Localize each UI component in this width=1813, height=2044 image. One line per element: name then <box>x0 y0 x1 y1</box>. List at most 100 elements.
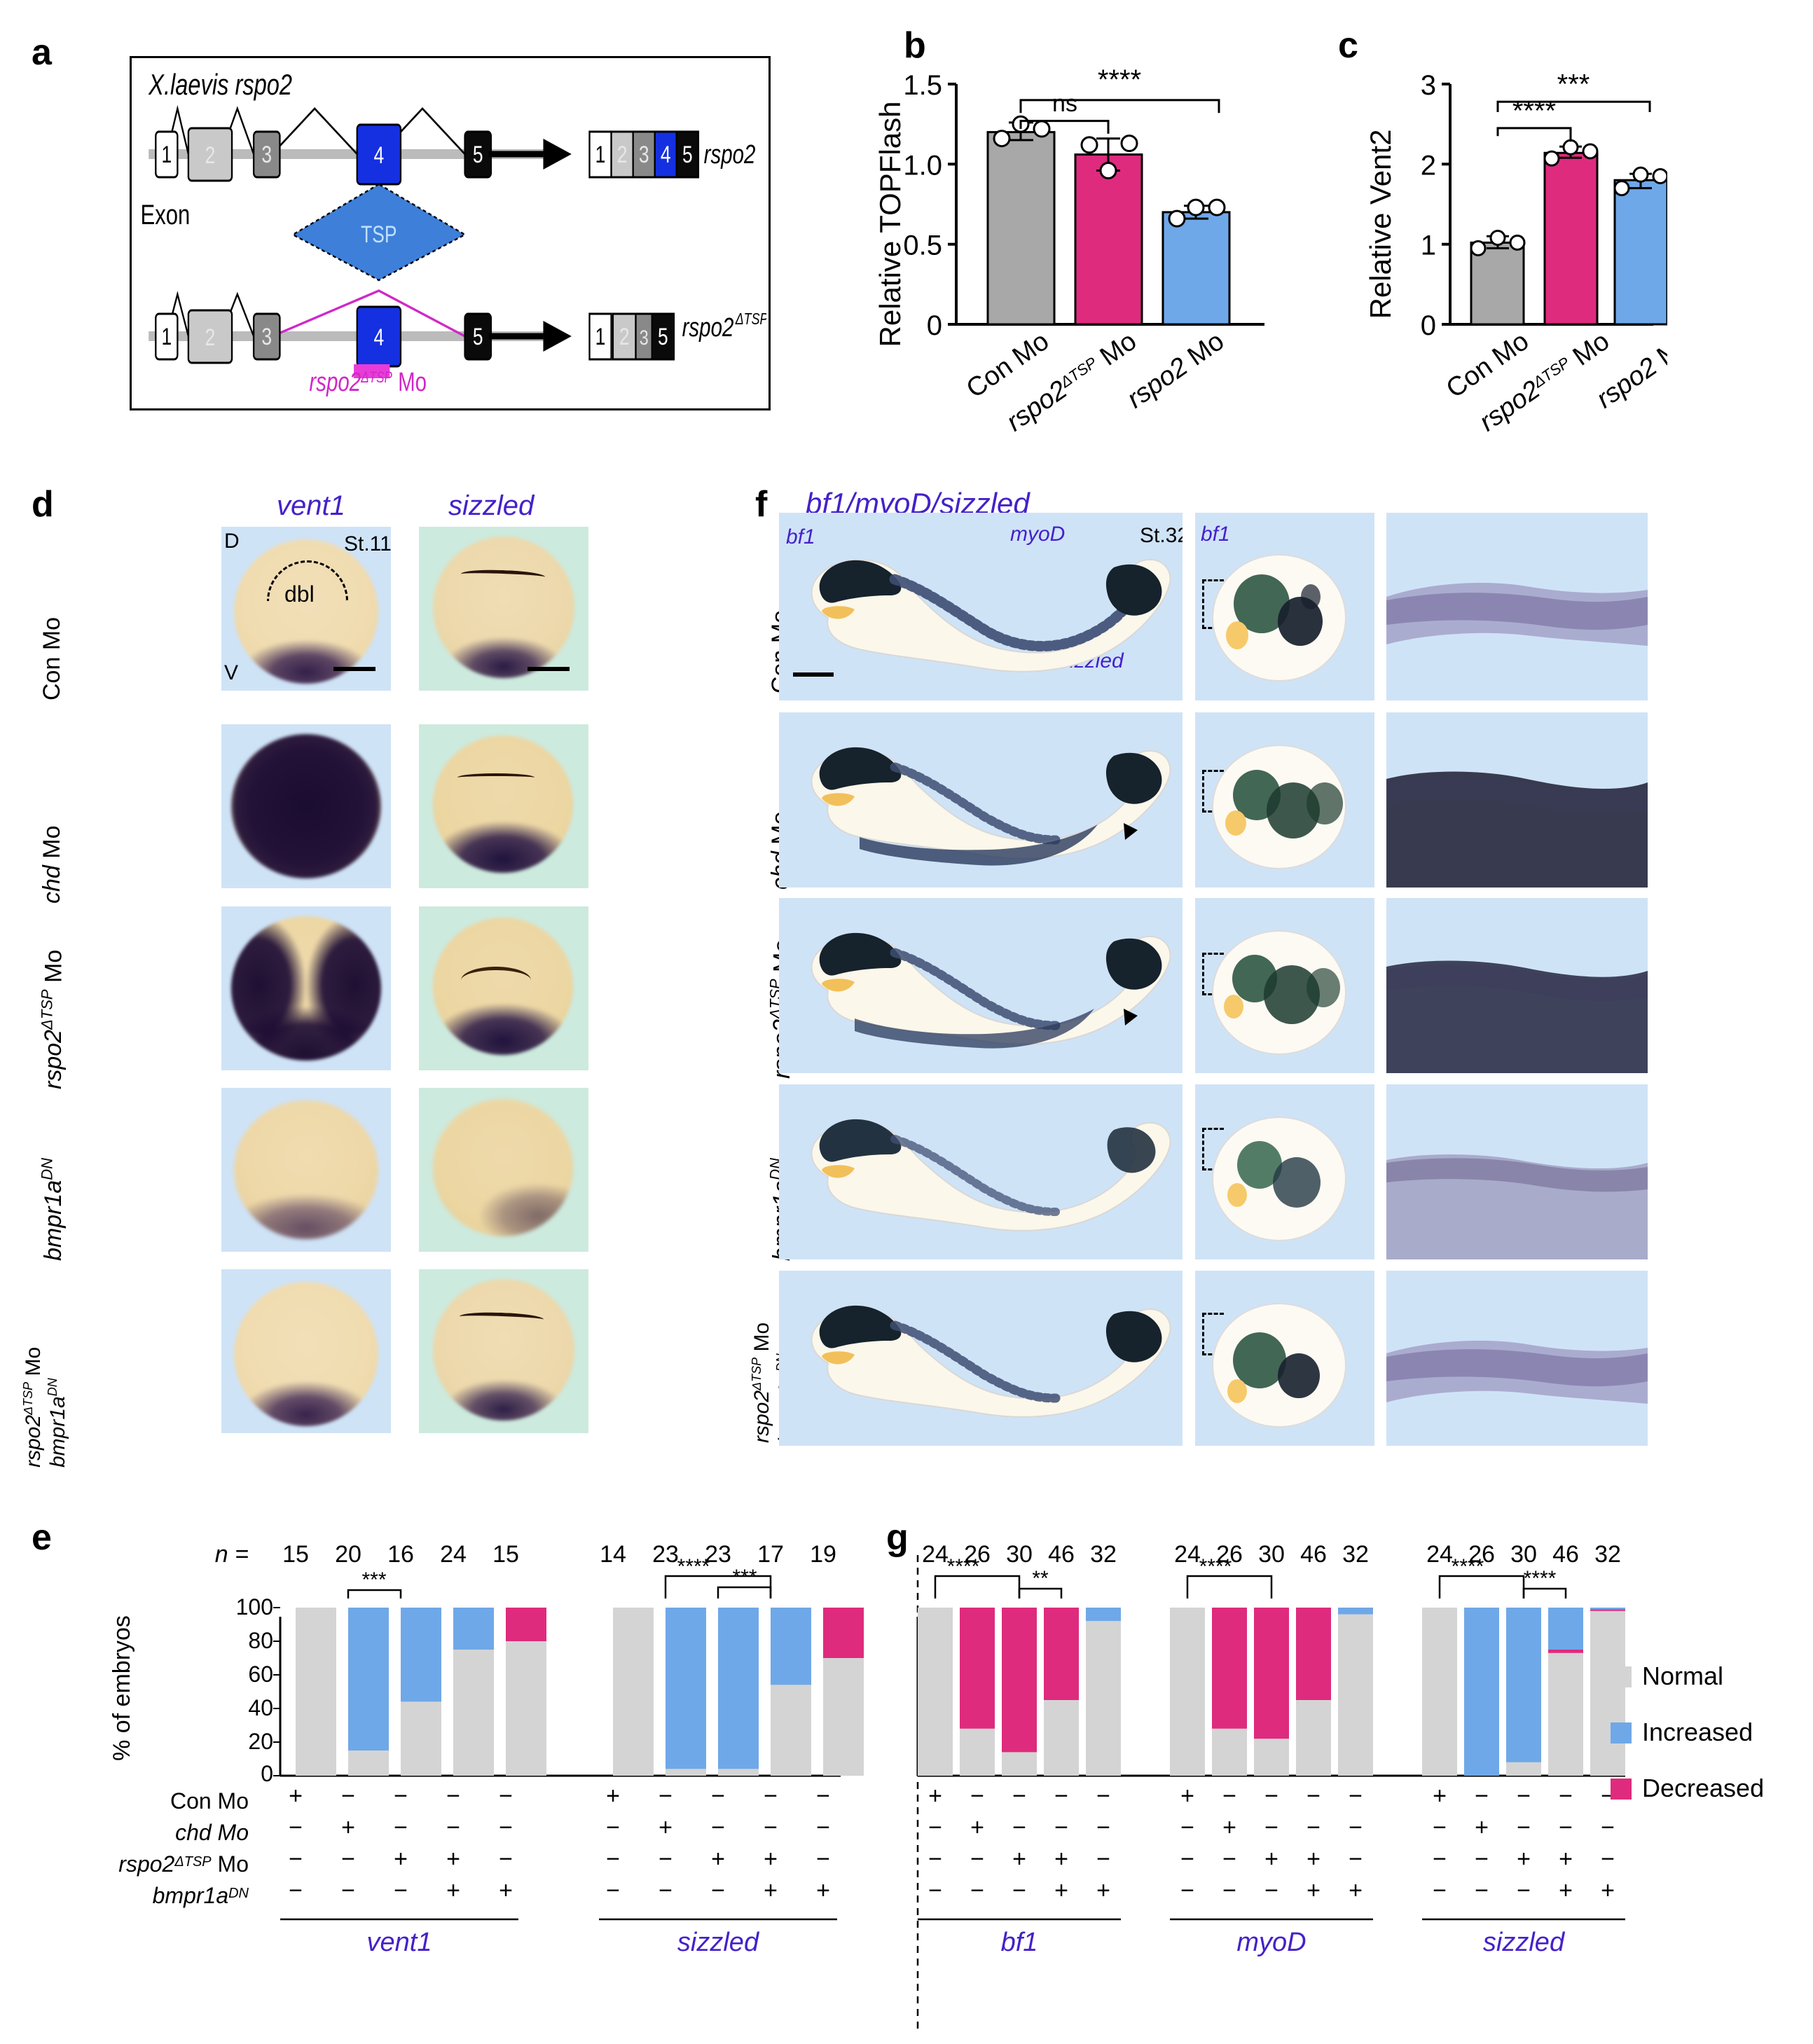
svg-text:−: − <box>1517 1814 1531 1841</box>
svg-text:46: 46 <box>1048 1541 1075 1568</box>
svg-text:+: + <box>970 1814 984 1841</box>
svg-text:bmpr1aDN: bmpr1aDN <box>153 1883 249 1908</box>
svg-text:Relative Vent2: Relative Vent2 <box>1366 130 1397 319</box>
svg-text:sizzled: sizzled <box>1483 1928 1566 1957</box>
svg-text:1: 1 <box>595 141 606 168</box>
svg-text:+: + <box>1096 1877 1110 1904</box>
svg-text:−: − <box>1096 1783 1110 1809</box>
svg-text:+: + <box>341 1814 355 1841</box>
svg-text:bf1: bf1 <box>1001 1928 1038 1957</box>
svg-text:−: − <box>446 1814 460 1841</box>
svg-text:4: 4 <box>373 324 384 351</box>
svg-text:−: − <box>1054 1783 1068 1809</box>
svg-text:15: 15 <box>492 1541 519 1568</box>
svg-text:3: 3 <box>261 324 272 350</box>
svg-text:+: + <box>764 1877 778 1904</box>
svg-text:−: − <box>606 1877 620 1904</box>
svg-text:−: − <box>1222 1783 1236 1809</box>
svg-text:5: 5 <box>473 141 483 168</box>
svg-text:100: 100 <box>236 1594 273 1620</box>
svg-text:****: **** <box>947 1555 980 1578</box>
svg-text:5: 5 <box>658 324 668 350</box>
svg-text:+: + <box>499 1877 513 1904</box>
svg-text:−: − <box>816 1783 830 1809</box>
svg-text:−: − <box>816 1846 830 1872</box>
svg-text:−: − <box>1180 1877 1194 1904</box>
svg-text:−: − <box>711 1877 725 1904</box>
svg-text:+: + <box>1601 1877 1615 1904</box>
svg-text:sizzled: sizzled <box>677 1928 760 1957</box>
svg-text:3: 3 <box>1421 70 1436 101</box>
svg-text:16: 16 <box>387 1541 414 1568</box>
svg-text:−: − <box>1517 1877 1531 1904</box>
svg-text:−: − <box>1264 1877 1278 1904</box>
svg-text:−: − <box>446 1783 460 1809</box>
svg-text:+: + <box>1180 1783 1194 1809</box>
svg-text:−: − <box>394 1783 408 1809</box>
svg-text:−: − <box>1601 1814 1615 1841</box>
svg-text:****: **** <box>1098 64 1141 95</box>
svg-text:−: − <box>1012 1814 1026 1841</box>
svg-text:rspo2 Mo: rspo2 Mo <box>1122 326 1229 414</box>
svg-text:2: 2 <box>619 324 630 350</box>
svg-text:−: − <box>606 1814 620 1841</box>
svg-text:1: 1 <box>595 324 606 350</box>
svg-text:rspo2ΔTSP Mo: rspo2ΔTSP Mo <box>118 1851 249 1877</box>
svg-text:−: − <box>1222 1846 1236 1872</box>
svg-text:−: − <box>1349 1846 1363 1872</box>
svg-text:2: 2 <box>1421 150 1436 181</box>
svg-text:−: − <box>341 1877 355 1904</box>
svg-text:Con Mo: Con Mo <box>170 1788 249 1814</box>
svg-text:−: − <box>816 1814 830 1841</box>
svg-text:−: − <box>1307 1814 1321 1841</box>
svg-text:30: 30 <box>1510 1541 1537 1568</box>
svg-text:−: − <box>1349 1783 1363 1809</box>
svg-text:−: − <box>1096 1846 1110 1872</box>
svg-text:+: + <box>816 1877 830 1904</box>
svg-text:Relative TOPFlash: Relative TOPFlash <box>874 102 907 347</box>
svg-text:myoD: myoD <box>1236 1928 1306 1957</box>
svg-text:****: **** <box>1452 1555 1484 1578</box>
svg-text:chd Mo: chd Mo <box>175 1820 249 1845</box>
svg-text:−: − <box>1264 1814 1278 1841</box>
svg-text:+: + <box>1012 1846 1026 1872</box>
svg-text:−: − <box>1433 1877 1447 1904</box>
svg-text:80: 80 <box>248 1628 273 1653</box>
svg-text:1.5: 1.5 <box>903 70 942 101</box>
svg-text:rspo2: rspo2 <box>704 139 756 169</box>
svg-text:1.0: 1.0 <box>903 150 942 181</box>
svg-text:+: + <box>1349 1877 1363 1904</box>
svg-text:−: − <box>711 1783 725 1809</box>
svg-text:32: 32 <box>1594 1541 1621 1568</box>
svg-text:3: 3 <box>640 326 649 350</box>
svg-text:***: *** <box>361 1568 386 1591</box>
svg-text:2: 2 <box>205 324 216 351</box>
svg-text:24: 24 <box>440 1541 467 1568</box>
svg-text:−: − <box>341 1846 355 1872</box>
svg-text:−: − <box>1096 1814 1110 1841</box>
svg-text:20: 20 <box>248 1729 273 1754</box>
svg-text:+: + <box>1054 1846 1068 1872</box>
svg-text:+: + <box>1433 1783 1447 1809</box>
svg-text:−: − <box>289 1846 303 1872</box>
svg-text:−: − <box>764 1814 778 1841</box>
svg-text:0.5: 0.5 <box>903 230 942 261</box>
svg-text:3: 3 <box>261 141 272 168</box>
svg-text:60: 60 <box>248 1662 273 1687</box>
svg-text:+: + <box>1054 1877 1068 1904</box>
svg-text:46: 46 <box>1300 1541 1327 1568</box>
svg-text:+: + <box>1264 1846 1278 1872</box>
svg-text:2: 2 <box>617 141 628 168</box>
svg-text:ΔTSP: ΔTSP <box>735 310 766 329</box>
svg-text:46: 46 <box>1552 1541 1579 1568</box>
svg-text:−: − <box>1475 1846 1489 1872</box>
svg-text:TSP: TSP <box>361 221 397 248</box>
svg-text:40: 40 <box>248 1695 273 1720</box>
svg-text:+: + <box>1517 1846 1531 1872</box>
svg-text:Exon: Exon <box>141 199 191 230</box>
svg-text:−: − <box>1475 1877 1489 1904</box>
svg-text:−: − <box>499 1846 513 1872</box>
svg-text:−: − <box>1180 1814 1194 1841</box>
svg-text:−: − <box>659 1846 673 1872</box>
svg-text:30: 30 <box>1258 1541 1285 1568</box>
